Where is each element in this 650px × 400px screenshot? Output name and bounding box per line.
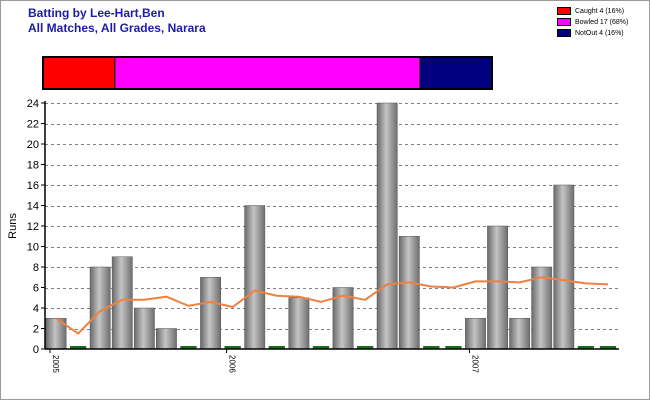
zero-marker-10 <box>268 346 285 349</box>
y-tick-label-0: 0 <box>33 344 39 356</box>
bar-9 <box>244 205 266 350</box>
bar-4 <box>133 307 155 350</box>
zero-marker-6 <box>180 346 197 349</box>
chart-subtitle: All Matches, All Grades, Narara <box>28 21 206 35</box>
chart-title: Batting by Lee-Hart,Ben <box>28 6 165 20</box>
legend: Caught 4 (16%) Bowled 17 (68%) NotOut 4 … <box>557 6 628 39</box>
y-tick-label-6: 6 <box>33 283 39 295</box>
zero-marker-12 <box>312 346 330 349</box>
zero-marker-14 <box>356 346 374 349</box>
zero-marker-17 <box>423 346 440 349</box>
average-line <box>55 276 609 335</box>
y-tick-label-10: 10 <box>27 242 39 254</box>
y-tick-label-22: 22 <box>27 119 39 131</box>
legend-label-notout: NotOut 4 (16%) <box>575 29 624 37</box>
y-tick-label-2: 2 <box>33 324 39 336</box>
dismissal-split-bar <box>42 56 493 90</box>
zero-marker-1 <box>69 346 87 349</box>
zero-marker-24 <box>577 346 595 349</box>
y-tick-label-24: 24 <box>27 98 39 110</box>
legend-item-bowled: Bowled 17 (68%) <box>557 17 628 27</box>
zero-score-markers <box>69 346 617 349</box>
legend-label-caught: Caught 4 (16%) <box>575 7 625 15</box>
bar-11 <box>288 297 310 350</box>
bar-5 <box>156 328 177 350</box>
bar-21 <box>509 318 531 350</box>
legend-item-caught: Caught 4 (16%) <box>557 6 628 16</box>
y-axis-label: Runs <box>7 213 19 239</box>
legend-swatch-caught <box>557 7 571 15</box>
zero-marker-8 <box>224 346 241 349</box>
y-tick-label-12: 12 <box>27 221 39 233</box>
average-polyline <box>55 276 609 335</box>
x-tick-label-2005: 2005 <box>51 355 60 373</box>
x-tick-label-2007: 2007 <box>470 355 479 373</box>
zero-marker-18 <box>445 346 462 349</box>
legend-swatch-notout <box>557 29 571 37</box>
split-segment-bowled <box>114 56 421 90</box>
bar-7 <box>200 277 221 350</box>
legend-label-bowled: Bowled 17 (68%) <box>575 18 629 26</box>
bar-20 <box>487 225 508 350</box>
split-segment-caught <box>42 56 116 90</box>
y-tick-label-18: 18 <box>27 160 39 172</box>
y-tick-label-14: 14 <box>27 201 39 213</box>
split-segment-notout <box>419 56 493 90</box>
y-tick-label-16: 16 <box>27 180 39 192</box>
y-tick-label-4: 4 <box>33 303 39 315</box>
x-axis-ticks: 2005 2006 2007 <box>49 349 479 373</box>
y-tick-label-8: 8 <box>33 262 39 274</box>
split-bar-border <box>42 56 493 90</box>
bar-23 <box>553 184 575 350</box>
bar-19 <box>465 318 486 350</box>
x-tick-label-2006: 2006 <box>228 355 237 373</box>
bar-16 <box>398 236 420 350</box>
legend-item-notout: NotOut 4 (16%) <box>557 28 628 38</box>
y-tick-label-20: 20 <box>27 139 39 151</box>
zero-marker-25 <box>599 346 617 349</box>
bar-15 <box>376 102 398 350</box>
legend-swatch-bowled <box>557 18 571 26</box>
